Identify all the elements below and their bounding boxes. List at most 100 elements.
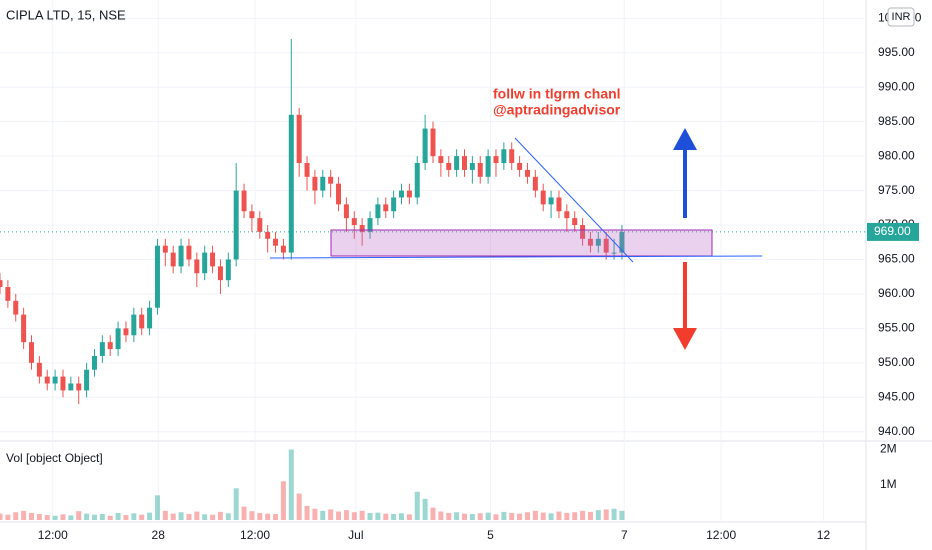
candle-body — [351, 218, 357, 226]
volume-bar — [210, 514, 216, 520]
candle — [461, 149, 467, 177]
volume-bar — [154, 495, 160, 520]
candle — [619, 225, 625, 260]
candle-body — [343, 204, 349, 219]
candle-body — [430, 128, 436, 157]
candle-body — [446, 163, 452, 170]
candle-body — [202, 252, 208, 274]
volume-bar — [320, 510, 326, 520]
candle-body — [265, 231, 271, 239]
volume-bar — [76, 511, 82, 520]
candle — [154, 238, 160, 315]
candle — [194, 252, 200, 288]
candle — [265, 225, 271, 253]
annotation-text: @aptradingadvisor — [493, 102, 621, 118]
volume-bar — [60, 514, 66, 520]
candle — [328, 169, 334, 198]
candle-body — [68, 383, 74, 391]
x-tick-label: 7 — [621, 528, 628, 542]
x-tick-label: 12:00 — [38, 528, 68, 542]
candle-body — [52, 376, 58, 384]
x-tick-label: 12:00 — [706, 528, 736, 542]
zone-rectangle — [330, 229, 713, 257]
volume-bar — [147, 512, 153, 520]
candle — [517, 156, 523, 177]
candle — [375, 197, 381, 226]
annotation-text: follw in tlgrm chanl — [493, 86, 621, 102]
candle-body — [36, 362, 42, 377]
candle-body — [532, 176, 538, 191]
candle — [5, 280, 11, 308]
candle — [60, 369, 66, 398]
candle-body — [139, 314, 145, 329]
candle-body — [0, 280, 3, 288]
candle-body — [391, 197, 397, 212]
candle-body — [367, 218, 373, 232]
candle — [241, 183, 247, 219]
candle-body — [587, 238, 593, 246]
candle-body — [406, 190, 412, 198]
candle — [249, 204, 255, 232]
volume-bar — [532, 510, 538, 520]
candle — [336, 176, 342, 212]
candle-body — [328, 176, 334, 184]
candle — [21, 307, 27, 350]
candle — [469, 156, 475, 184]
candle — [564, 204, 570, 232]
candle-body — [461, 156, 467, 170]
candle-body — [312, 176, 318, 191]
candle — [52, 369, 58, 391]
candle — [367, 211, 373, 239]
y-tick-label: 950.00 — [878, 355, 915, 369]
candle-body — [524, 169, 530, 177]
down-arrow — [673, 262, 697, 350]
candle — [501, 142, 507, 170]
candle-body — [249, 211, 255, 219]
candle — [391, 190, 397, 219]
candle-body — [154, 245, 160, 308]
volume-bar — [595, 510, 601, 520]
volume-bar — [328, 509, 334, 520]
trend-line — [514, 137, 634, 263]
volume-bar — [170, 513, 176, 520]
volume-bar — [280, 481, 286, 520]
candle-body — [296, 114, 302, 164]
candle — [320, 169, 326, 198]
volume-bar — [115, 512, 121, 520]
candle — [36, 355, 42, 384]
candle — [178, 238, 184, 274]
candle — [257, 211, 263, 239]
volume-bar — [44, 515, 50, 520]
volume-bar — [194, 511, 200, 520]
candle — [548, 190, 554, 219]
candle — [225, 252, 231, 288]
volume-bar — [99, 514, 105, 520]
volume-bar — [619, 510, 625, 520]
candle-body — [210, 252, 216, 267]
volume-bar — [603, 509, 609, 520]
volume-bar — [540, 512, 546, 520]
candle-body — [469, 163, 475, 170]
candle — [572, 211, 578, 232]
candle — [28, 335, 34, 370]
candle-body — [399, 190, 405, 198]
candle — [233, 163, 239, 267]
candle — [296, 107, 302, 177]
volume-bar — [21, 510, 27, 520]
volume-bar — [52, 515, 58, 520]
currency-label: INR — [892, 11, 911, 23]
candle — [532, 169, 538, 198]
candle — [477, 156, 483, 184]
volume-bar — [178, 512, 184, 520]
candle — [509, 142, 515, 170]
x-tick-label: 5 — [487, 528, 494, 542]
volume-bar — [359, 510, 365, 520]
candle-body — [84, 369, 90, 391]
volume-bar — [375, 512, 381, 520]
volume-bar — [446, 512, 452, 520]
candle-body — [580, 225, 586, 239]
volume-tick-label: 1M — [880, 477, 897, 491]
candle-body — [162, 245, 168, 253]
volume-bar — [580, 510, 586, 520]
